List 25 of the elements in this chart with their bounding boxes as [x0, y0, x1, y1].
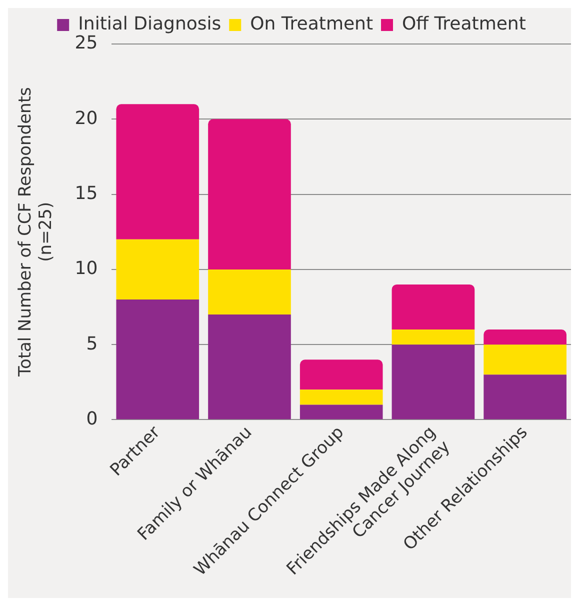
- bar: [208, 269, 291, 315]
- legend-label: Off Treatment: [402, 14, 526, 35]
- bar: [208, 314, 291, 420]
- y-tick-label: 10: [74, 258, 98, 280]
- bar: [208, 119, 291, 270]
- y-tick-label: 25: [74, 32, 98, 54]
- bar: [484, 374, 566, 420]
- bar: [484, 344, 566, 375]
- bar: [116, 104, 200, 240]
- y-tick-label: 5: [86, 333, 98, 354]
- legend-label: Initial Diagnosis: [78, 14, 222, 35]
- legend-label: On Treatment: [250, 14, 374, 35]
- y-axis-title: Total Number of CCF Respondents (n=25): [16, 87, 56, 378]
- bar: [392, 284, 475, 330]
- bar: [116, 300, 200, 420]
- bar: [300, 404, 383, 420]
- y-tick-label: 15: [74, 182, 98, 204]
- bar: [300, 390, 383, 405]
- bar: [392, 344, 475, 420]
- y-tick-label: 0: [86, 408, 98, 430]
- bar: [300, 360, 383, 390]
- y-tick-label: 20: [74, 108, 98, 129]
- bar: [116, 239, 200, 300]
- bar: [392, 330, 475, 345]
- bar: [484, 330, 566, 345]
